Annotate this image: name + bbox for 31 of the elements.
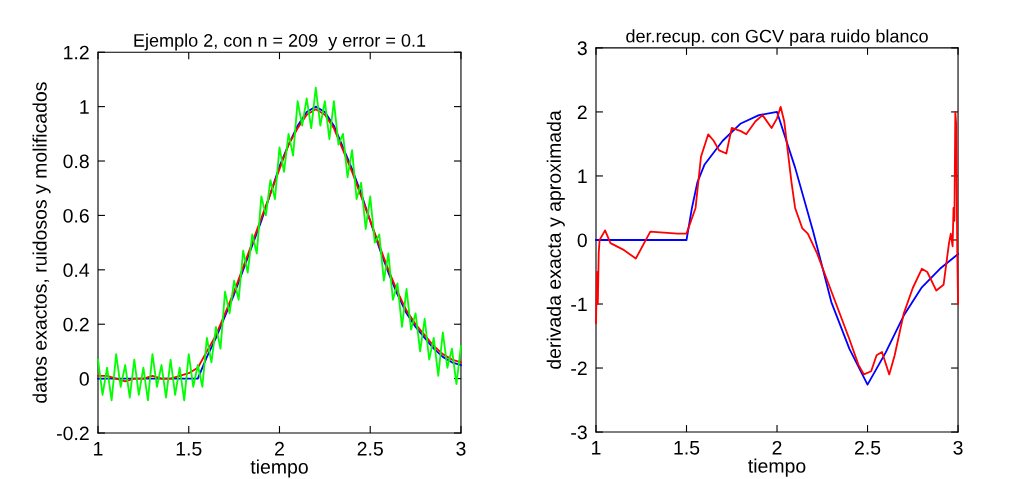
x-tick-label: 3 — [456, 441, 466, 456]
x-tick-label: 1 — [94, 442, 103, 456]
chart-title: Ejemplo 2, con n = 209 y error = 0.1 — [134, 33, 426, 51]
x-tick-label: 2.5 — [357, 441, 383, 456]
y-tick-label: 0 — [577, 233, 587, 248]
y-axis-title: derivada exacta y aproximada — [546, 110, 565, 369]
y-tick-label: -2 — [571, 361, 587, 376]
y-tick-label: 2 — [577, 105, 587, 119]
y-tick-label: 3 — [577, 41, 587, 56]
x-tick-label: 3 — [953, 440, 963, 455]
y-tick-label: -1 — [571, 297, 587, 312]
x-tick-label: 1.5 — [674, 441, 700, 455]
y-tick-label: 0.2 — [63, 317, 89, 332]
x-axis-title: tiempo — [748, 458, 806, 477]
x-tick-label: 1 — [592, 441, 601, 455]
x-axis-title: tiempo — [250, 459, 308, 478]
y-tick-label: 1.2 — [64, 45, 89, 60]
x-tick-label: 2 — [772, 440, 782, 455]
y-tick-label: 0.6 — [63, 208, 89, 223]
x-tick-label: 1.5 — [176, 442, 202, 456]
y-tick-label: 1 — [578, 169, 587, 183]
y-tick-label: 0.4 — [63, 263, 90, 278]
y-axis-title: datos exactos, ruidosos y molificados — [32, 82, 51, 403]
x-tick-label: 2 — [275, 441, 284, 456]
y-tick-label: 0 — [79, 372, 89, 386]
x-tick-label: 2.5 — [854, 440, 881, 455]
y-tick-label: 0.8 — [63, 154, 89, 169]
y-tick-label: 1 — [80, 100, 89, 114]
chart-title: der.recup. con GCV para ruido blanco — [626, 29, 928, 47]
y-tick-label: -3 — [571, 425, 587, 440]
y-tick-label: -0.2 — [57, 426, 89, 441]
